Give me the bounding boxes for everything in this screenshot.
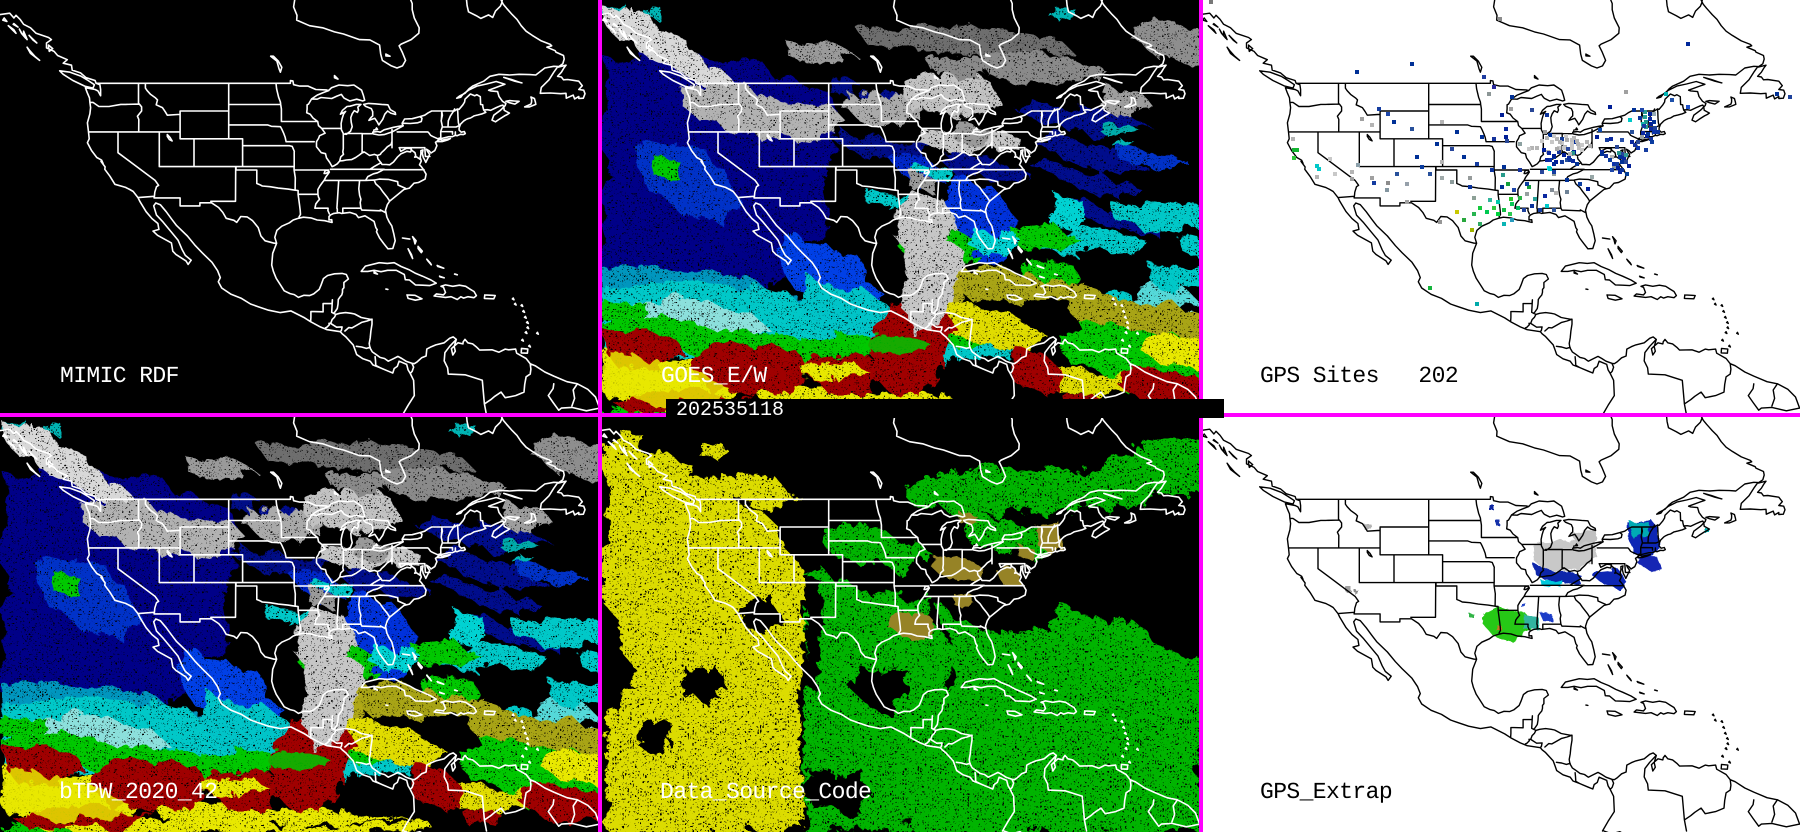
svg-text:GOES_E/W: GOES_E/W: [661, 363, 767, 389]
svg-text:GPS_Extrap: GPS_Extrap: [1260, 779, 1392, 805]
svg-text:bTPW_2020_42: bTPW_2020_42: [59, 779, 217, 805]
svg-text:GPS Sites 202: GPS Sites 202: [1260, 363, 1458, 389]
svg-text:Data_Source_Code: Data_Source_Code: [660, 779, 871, 805]
svg-text:MIMIC RDF: MIMIC RDF: [60, 363, 179, 389]
